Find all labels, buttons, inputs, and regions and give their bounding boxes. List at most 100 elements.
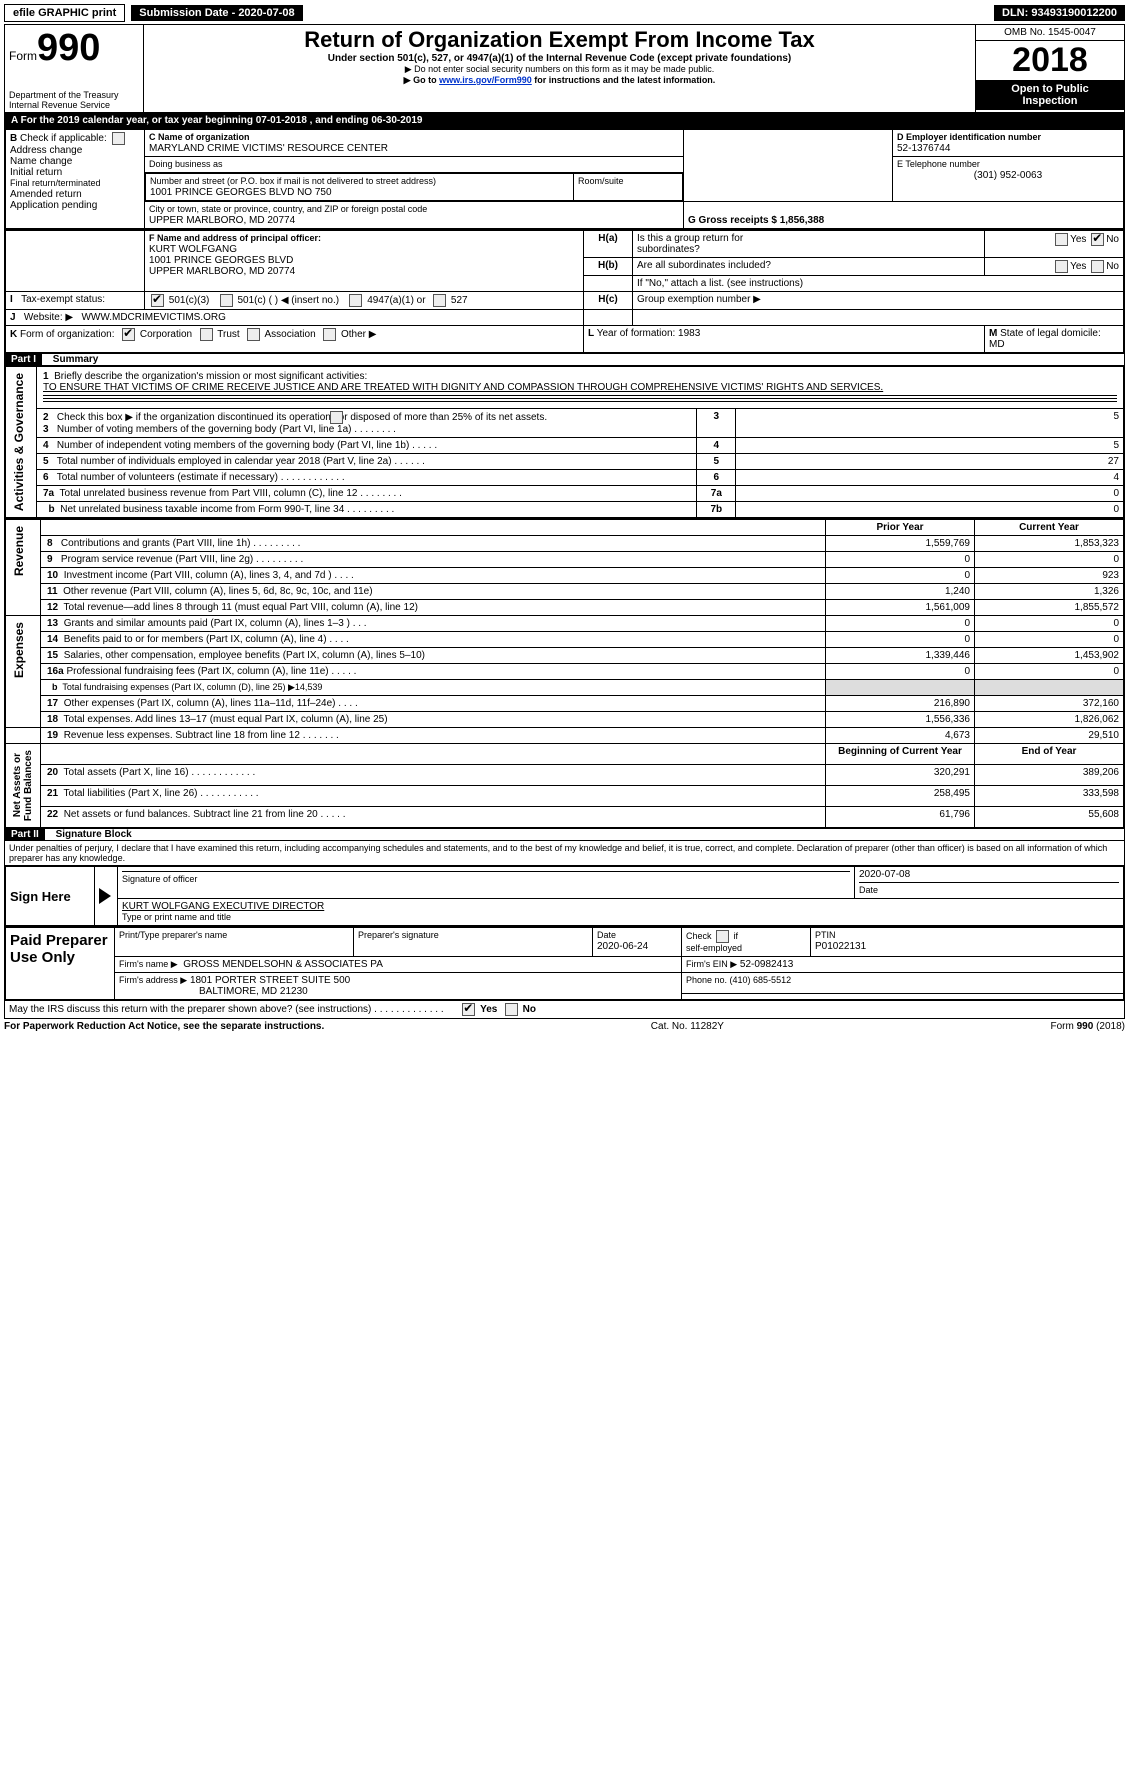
checkbox-l2[interactable] [330,411,343,424]
part1-header: Part I Summary [5,354,1125,366]
note-link: ▶ Go to www.irs.gov/Form990 for instruct… [148,75,971,86]
prep-sig: Preparer's signature [354,928,593,957]
sidebar-expenses: Expenses [6,616,41,728]
dln: DLN: 93493190012200 [994,5,1125,21]
hb-checks: Yes No [985,258,1124,276]
checkbox-ha-yes[interactable] [1055,233,1068,246]
title-cell: Return of Organization Exempt From Incom… [144,25,976,113]
firm-ein: Firm's EIN ▶ 52-0982413 [682,957,1124,973]
line-13: 13 Grants and similar amounts paid (Part… [41,616,826,632]
checkbox-discuss-no[interactable] [505,1003,518,1016]
sig-officer-cell: Signature of officer [118,867,855,899]
line-16a: 16a Professional fundraising fees (Part … [6,664,1124,680]
line-17: 17 Other expenses (Part IX, column (A), … [6,696,1124,712]
prep-date: Date2020-06-24 [593,928,682,957]
hb-label: H(b) [584,258,633,276]
ha-checks: Yes No [985,231,1124,258]
box-i-label: I Tax-exempt status: [6,292,145,310]
ha-label: H(a) [584,231,633,258]
pen-icon [95,867,118,926]
checkbox-501c[interactable] [220,294,233,307]
checkbox-discuss-yes[interactable] [462,1003,475,1016]
checkbox-4947[interactable] [349,294,362,307]
form-title: Return of Organization Exempt From Incom… [148,27,971,53]
efile-tag: efile GRAPHIC print [4,4,125,22]
hb-note: If "No," attach a list. (see instruction… [633,276,1124,292]
footer-left: For Paperwork Reduction Act Notice, see … [4,1021,324,1032]
box-i: 501(c)(3) 501(c) ( ) ◀ (insert no.) 4947… [145,292,584,310]
firm-address: Firm's address ▶ 1801 PORTER STREET SUIT… [115,973,682,1000]
line-21: 21 Total liabilities (Part X, line 26) .… [6,786,1124,807]
box-street: Number and street (or P.O. box if mail i… [146,174,574,201]
hc-text: Group exemption number ▶ [633,292,1124,310]
box-d: D Employer identification number 52-1376… [893,130,1124,157]
line-22: 22 Net assets or fund balances. Subtract… [6,807,1124,828]
firm-phone: Phone no. (410) 685-5512 [682,973,1124,994]
line-4: 4 Number of independent voting members o… [6,438,1124,454]
checkbox-hb-no[interactable] [1091,260,1104,273]
line-14: 14 Benefits paid to or for members (Part… [6,632,1124,648]
line-11: 11 Other revenue (Part VIII, column (A),… [6,584,1124,600]
sidebar-revenue: Revenue [6,520,41,616]
submission-date: Submission Date - 2020-07-08 [131,5,302,21]
may-irs-line: May the IRS discuss this return with the… [5,1001,1125,1019]
line-a: A For the 2019 calendar year, or tax yea… [5,113,1125,129]
checkbox-self-emp[interactable] [716,930,729,943]
firm-name: Firm's name ▶ GROSS MENDELSOHN & ASSOCIA… [115,957,682,973]
checkbox-b[interactable] [112,132,125,145]
line-12: 12 Total revenue—add lines 8 through 11 … [6,600,1124,616]
line-6: 6 Total number of volunteers (estimate i… [6,470,1124,486]
line-19: 19 Revenue less expenses. Subtract line … [6,728,1124,744]
line-7b: b Net unrelated business taxable income … [6,502,1124,518]
irs-link[interactable]: www.irs.gov/Form990 [439,75,532,85]
prior-year-header: Prior Year [826,520,975,536]
irs-line: Internal Revenue Service [9,100,139,110]
line-15: 15 Salaries, other compensation, employe… [6,648,1124,664]
box-f: F Name and address of principal officer:… [145,231,584,292]
box-b: B Check if applicable: Address change Na… [6,130,145,229]
line-2-3: 2 Check this box ▶ if the organization d… [6,409,1124,438]
top-bar: efile GRAPHIC print Submission Date - 20… [4,4,1125,22]
box-l: L Year of formation: 1983 [584,326,985,353]
footer-right: Form 990 (2018) [1051,1021,1125,1032]
box-city: City or town, state or province, country… [145,202,684,229]
checkbox-ha-no[interactable] [1091,233,1104,246]
checkbox-assoc[interactable] [247,328,260,341]
end-year-header: End of Year [975,744,1124,765]
checkbox-hb-yes[interactable] [1055,260,1068,273]
line-7a: 7a Total unrelated business revenue from… [6,486,1124,502]
sig-date-cell: 2020-07-08 Date [855,867,1124,899]
box-c-name: C Name of organization MARYLAND CRIME VI… [145,130,684,157]
dept-treasury: Department of the Treasury [9,90,139,100]
box-room: Room/suite [574,174,683,201]
box-k: K Form of organization: Corporation Trus… [6,326,584,353]
checkbox-other[interactable] [323,328,336,341]
prep-check: Check ifself-employed [682,928,811,957]
sign-here-label: Sign Here [6,867,95,926]
line-9: 9 Program service revenue (Part VIII, li… [6,552,1124,568]
line-16b: b Total fundraising expenses (Part IX, c… [6,680,1124,696]
prep-ptin: PTINP01022131 [811,928,1124,957]
omb-cell: OMB No. 1545-0047 [976,25,1125,41]
beg-year-header: Beginning of Current Year [826,744,975,765]
footer-mid: Cat. No. 11282Y [651,1021,724,1032]
line-1: 1 Briefly describe the organization's mi… [37,367,1124,409]
line-20: 20 Total assets (Part X, line 16) . . . … [6,765,1124,786]
checkbox-527[interactable] [433,294,446,307]
prep-name: Print/Type preparer's name [115,928,354,957]
officer-name-cell: KURT WOLFGANG EXECUTIVE DIRECTOR Type or… [118,899,1124,926]
form-table: Form990 Department of the Treasury Inter… [4,24,1125,1019]
form-subtitle: Under section 501(c), 527, or 4947(a)(1)… [148,53,971,64]
box-dba: Doing business as [145,157,684,173]
checkbox-corp[interactable] [122,328,135,341]
year-cell: 2018 Open to Public Inspection [976,41,1125,113]
financials-table: Revenue Prior Year Current Year 8 Contri… [5,519,1124,828]
tax-year: 2018 [976,41,1124,80]
line-5: 5 Total number of individuals employed i… [6,454,1124,470]
sidebar-activities: Activities & Governance [6,367,37,518]
open-public: Open to Public Inspection [976,80,1124,110]
ha-text: Is this a group return forsubordinates? [633,231,985,258]
line-8: 8 Contributions and grants (Part VIII, l… [6,536,1124,552]
checkbox-501c3[interactable] [151,294,164,307]
checkbox-trust[interactable] [200,328,213,341]
